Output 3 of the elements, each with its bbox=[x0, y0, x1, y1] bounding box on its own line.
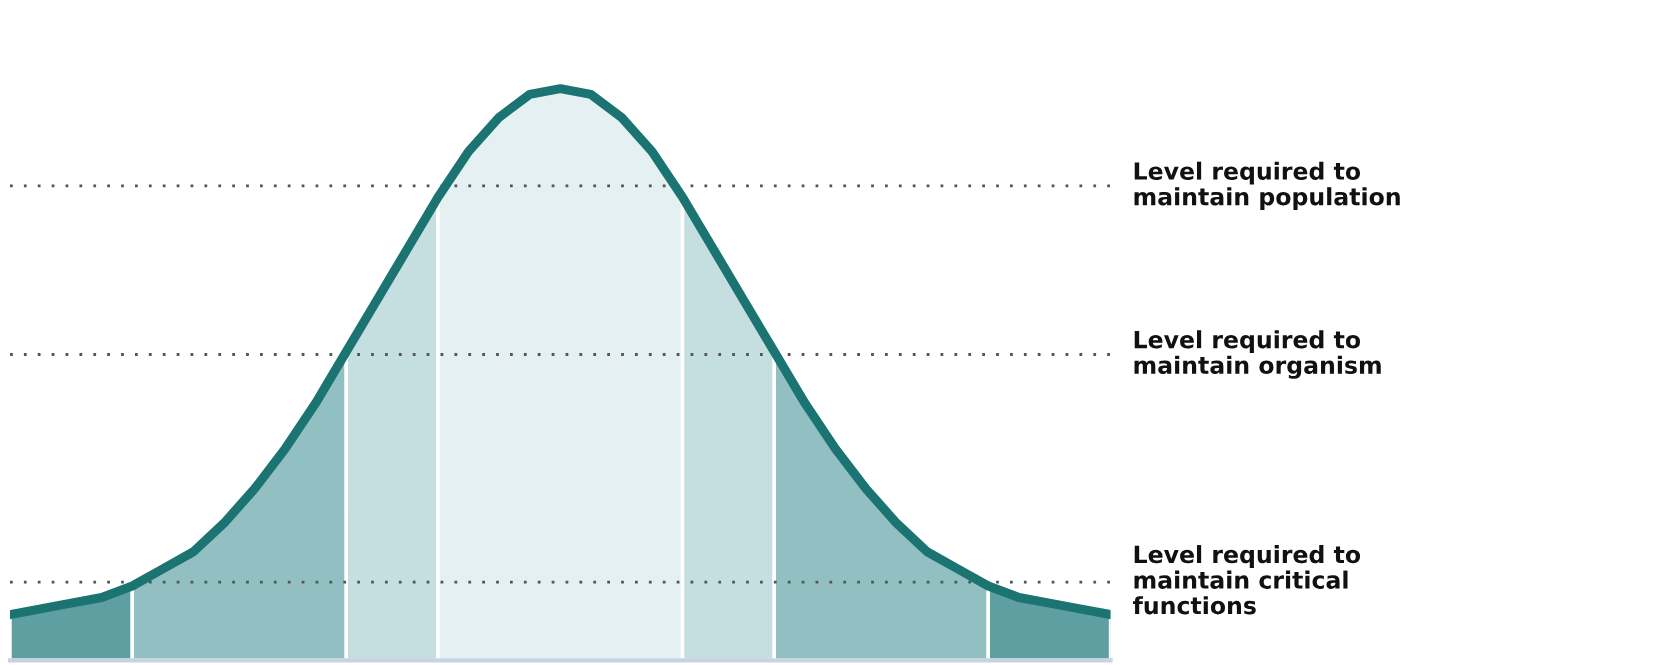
ref-line-label: Level required to maintain critical functions bbox=[1133, 545, 1361, 615]
ref-line-label: Level required to maintain population bbox=[1134, 161, 1400, 211]
ref-line-label: Level required to maintain organism bbox=[1134, 330, 1381, 379]
